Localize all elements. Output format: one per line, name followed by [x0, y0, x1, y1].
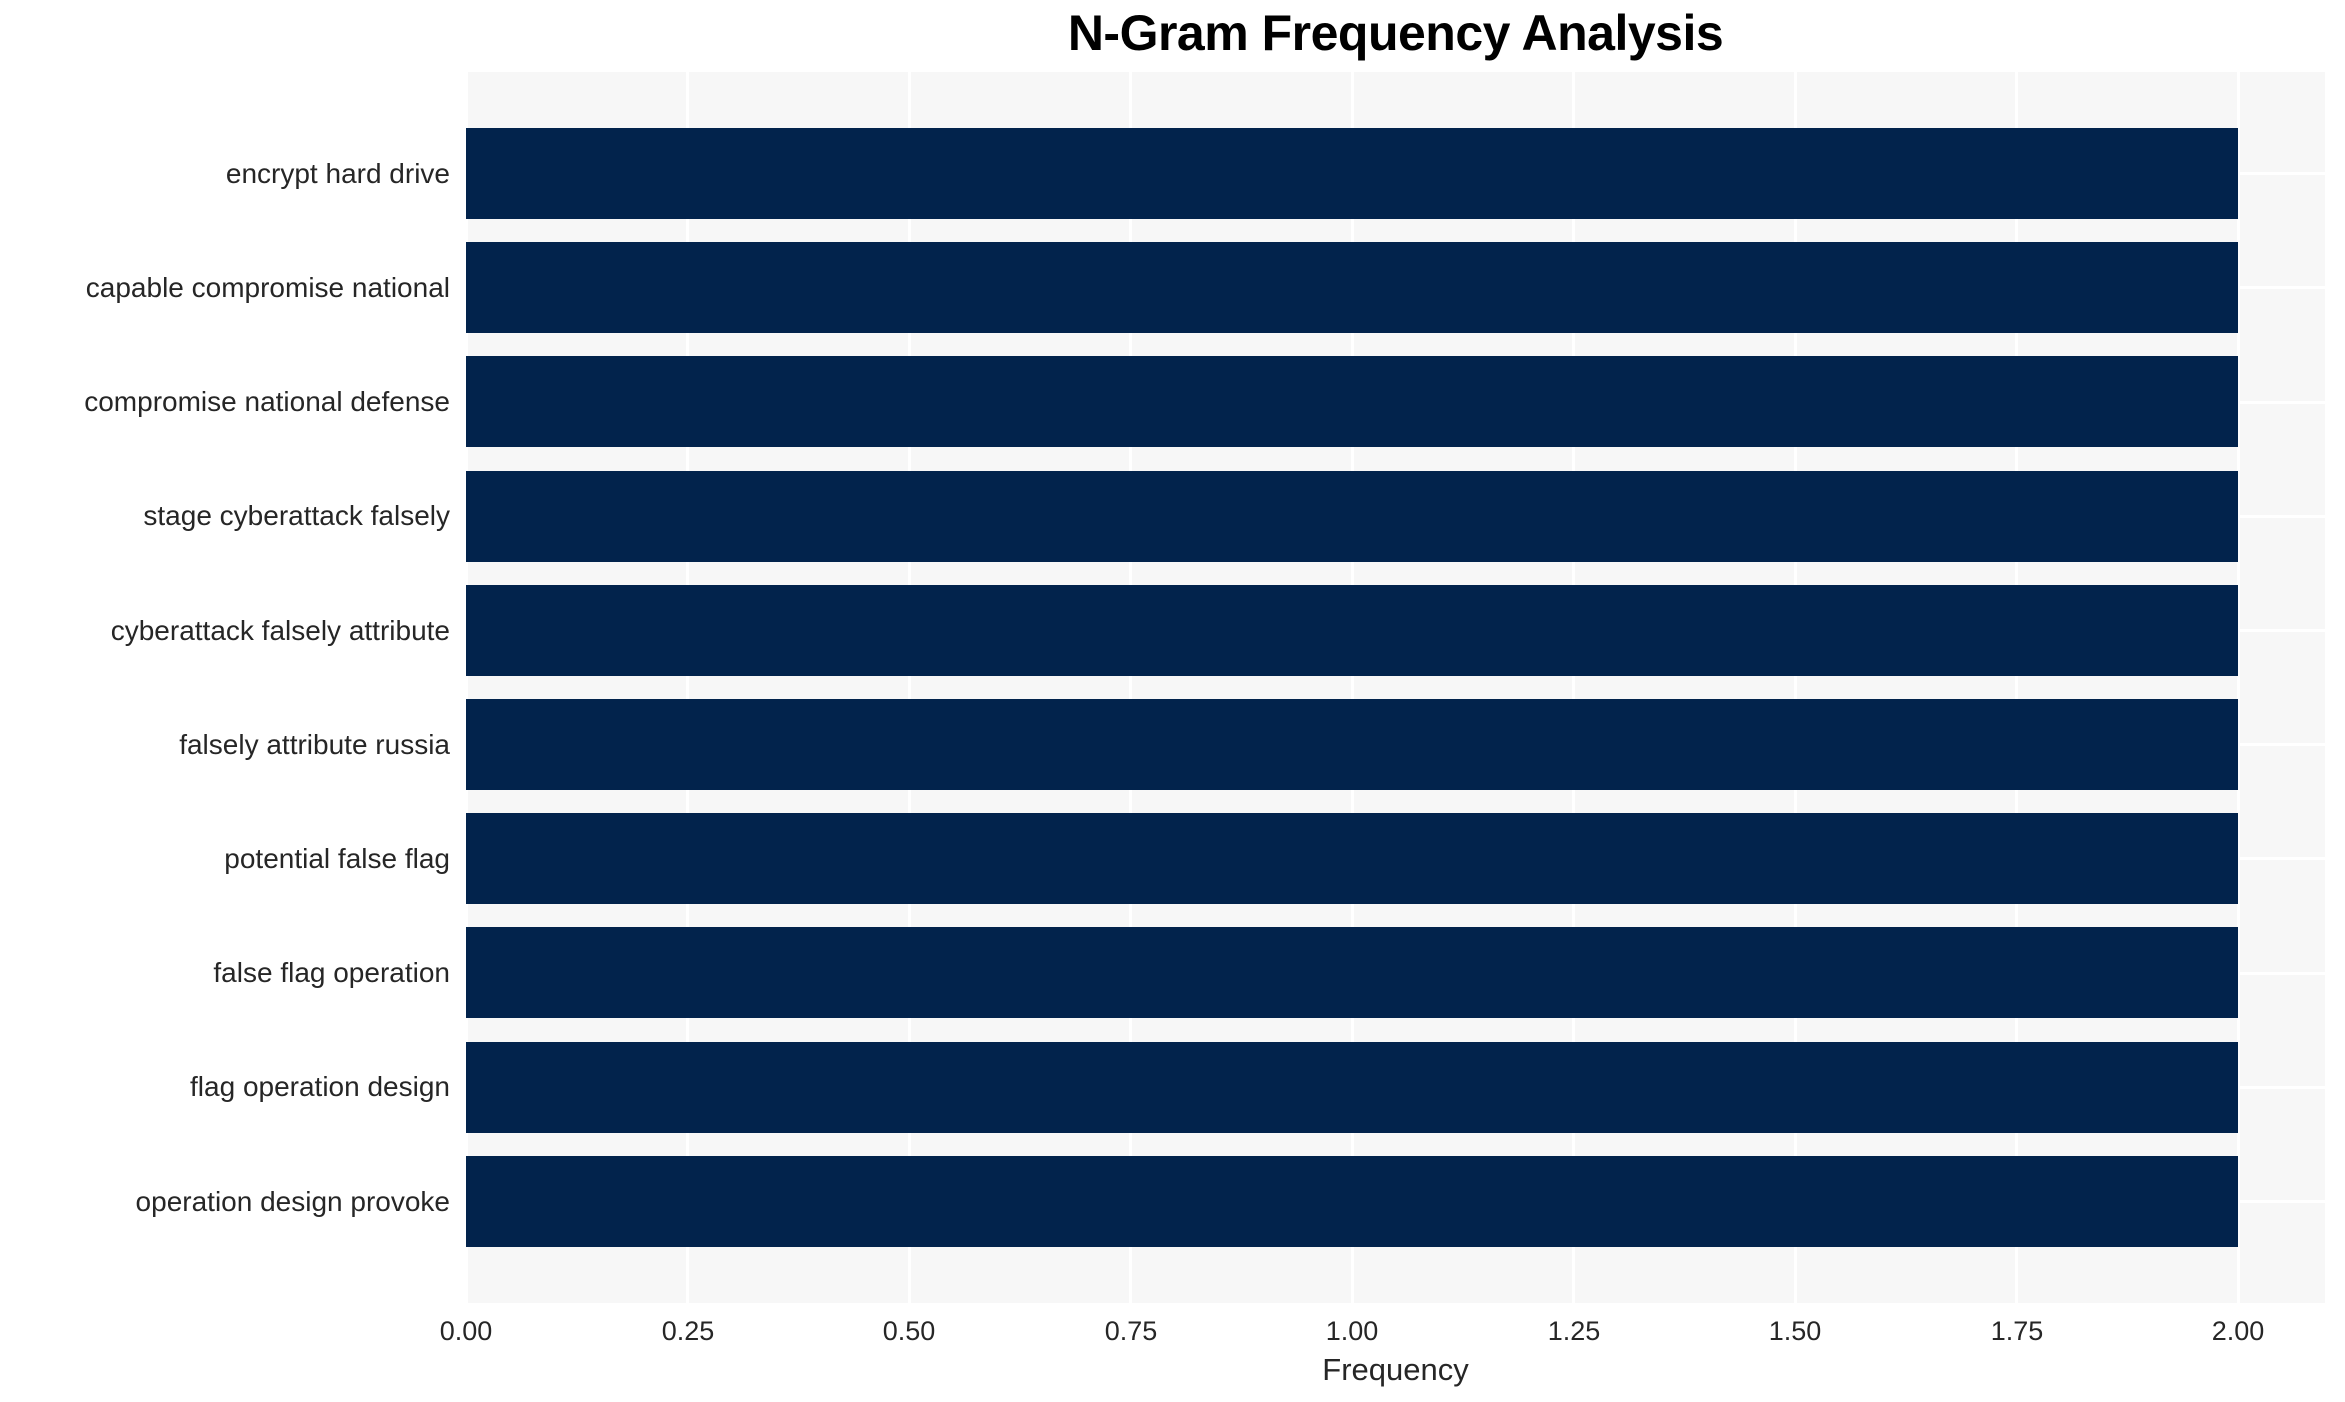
y-tick-label: false flag operation	[213, 957, 450, 988]
bar	[466, 1156, 2238, 1247]
bar	[466, 927, 2238, 1018]
y-tick-label: potential false flag	[224, 843, 450, 874]
gridline-x	[466, 72, 468, 1303]
y-tick-label: stage cyberattack falsely	[143, 500, 450, 531]
x-tick-label: 1.25	[1547, 1316, 1601, 1346]
bar	[466, 128, 2238, 219]
x-tick-label: 1.75	[1990, 1316, 2044, 1346]
x-tick-label: 0.50	[882, 1316, 936, 1346]
bar	[466, 585, 2238, 676]
x-axis-title: Frequency	[1322, 1352, 1469, 1387]
bar	[466, 813, 2238, 904]
gridline-x	[2015, 72, 2018, 1303]
gridline-x	[1572, 72, 1575, 1303]
y-tick-label: cyberattack falsely attribute	[110, 615, 450, 646]
gridline-x	[908, 72, 911, 1303]
bar	[466, 471, 2238, 562]
x-tick-label: 1.00	[1325, 1316, 1379, 1346]
y-tick-label: falsely attribute russia	[179, 729, 450, 760]
bar	[466, 1042, 2238, 1133]
x-tick-label: 1.50	[1768, 1316, 1822, 1346]
bar	[466, 356, 2238, 447]
plot-area	[466, 72, 2325, 1303]
gridline-x	[1129, 72, 1132, 1303]
chart-title: N-Gram Frequency Analysis	[1067, 5, 1724, 61]
y-tick-label: compromise national defense	[84, 386, 450, 417]
bar	[466, 242, 2238, 333]
gridline-x	[2237, 72, 2240, 1303]
x-tick-label: 0.25	[661, 1316, 715, 1346]
gridline-x	[686, 72, 689, 1303]
x-tick-label: 2.00	[2211, 1316, 2265, 1346]
y-tick-label: flag operation design	[190, 1071, 450, 1102]
x-tick-label: 0.75	[1104, 1316, 1158, 1346]
bar	[466, 699, 2238, 790]
y-tick-label: capable compromise national	[85, 272, 450, 303]
y-tick-label: encrypt hard drive	[225, 158, 450, 189]
gridline-x	[1794, 72, 1797, 1303]
y-tick-label: operation design provoke	[135, 1186, 450, 1217]
gridline-x	[1351, 72, 1354, 1303]
x-tick-label: 0.00	[439, 1316, 493, 1346]
